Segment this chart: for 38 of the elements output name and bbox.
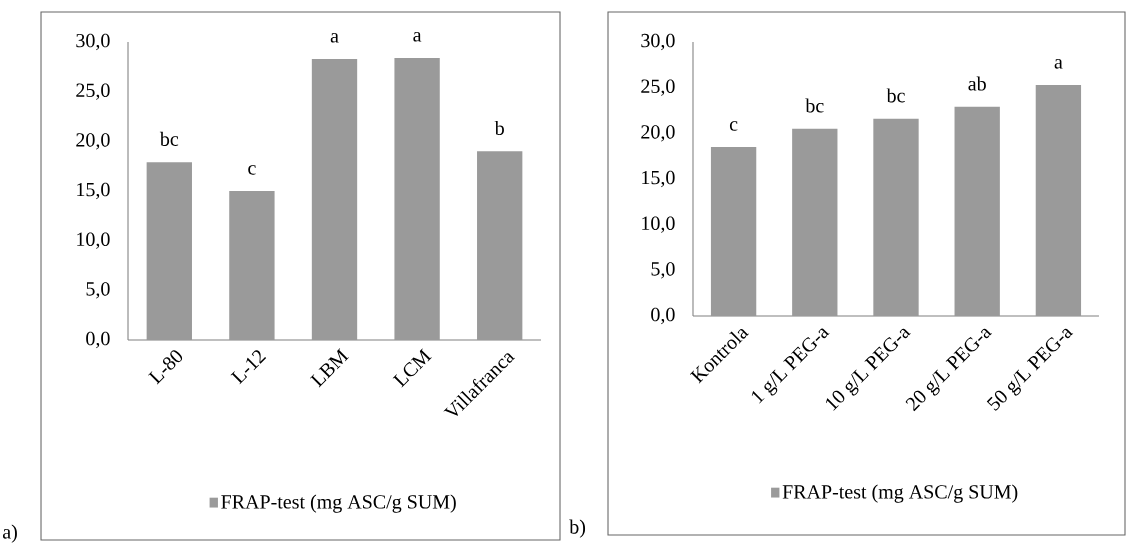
bar bbox=[146, 162, 192, 340]
y-tick-label: 5,0 bbox=[651, 262, 675, 279]
y-tick-label: 25,0 bbox=[641, 79, 675, 96]
annotation: bc bbox=[886, 88, 905, 103]
y-tick-label: 15,0 bbox=[642, 170, 675, 188]
annotation: bc bbox=[805, 98, 824, 113]
annotation: c bbox=[248, 165, 256, 175]
bar bbox=[873, 118, 919, 316]
bar bbox=[477, 151, 523, 340]
y-tick-label: 15,0 bbox=[77, 182, 110, 200]
y-tick-label: 5,0 bbox=[86, 282, 110, 299]
bar bbox=[394, 57, 440, 340]
y-tick-label: 0,0 bbox=[86, 331, 110, 349]
text: b) bbox=[569, 519, 586, 538]
bar bbox=[1035, 84, 1082, 316]
annotation: a bbox=[413, 32, 422, 42]
bar bbox=[954, 106, 1000, 316]
legend-label: FRAP-test (mg ASC/g SUM) bbox=[782, 484, 1018, 503]
y-tick-label: 30,0 bbox=[76, 33, 110, 51]
annotation: b bbox=[494, 120, 504, 135]
y-tick-label: 0,0 bbox=[651, 307, 675, 325]
y-tick-label: 25,0 bbox=[76, 83, 110, 100]
annotation: ab bbox=[968, 76, 986, 91]
y-tick-label: 10,0 bbox=[77, 232, 110, 249]
y-tick-label: 10,0 bbox=[642, 216, 675, 233]
annotation: c bbox=[729, 121, 738, 131]
text: a) bbox=[2, 524, 17, 543]
bar bbox=[311, 58, 358, 340]
y-tick-label: 20,0 bbox=[76, 133, 110, 150]
bar bbox=[229, 191, 275, 340]
legend-label: FRAP-test (mg ASC/g SUM) bbox=[221, 494, 456, 513]
bar bbox=[792, 128, 838, 316]
annotation: bc bbox=[159, 131, 179, 146]
bar bbox=[710, 147, 757, 316]
annotation: a bbox=[330, 33, 339, 43]
y-tick-label: 20,0 bbox=[641, 125, 675, 142]
y-tick-label: 30,0 bbox=[641, 33, 675, 51]
annotation: a bbox=[1054, 59, 1063, 69]
